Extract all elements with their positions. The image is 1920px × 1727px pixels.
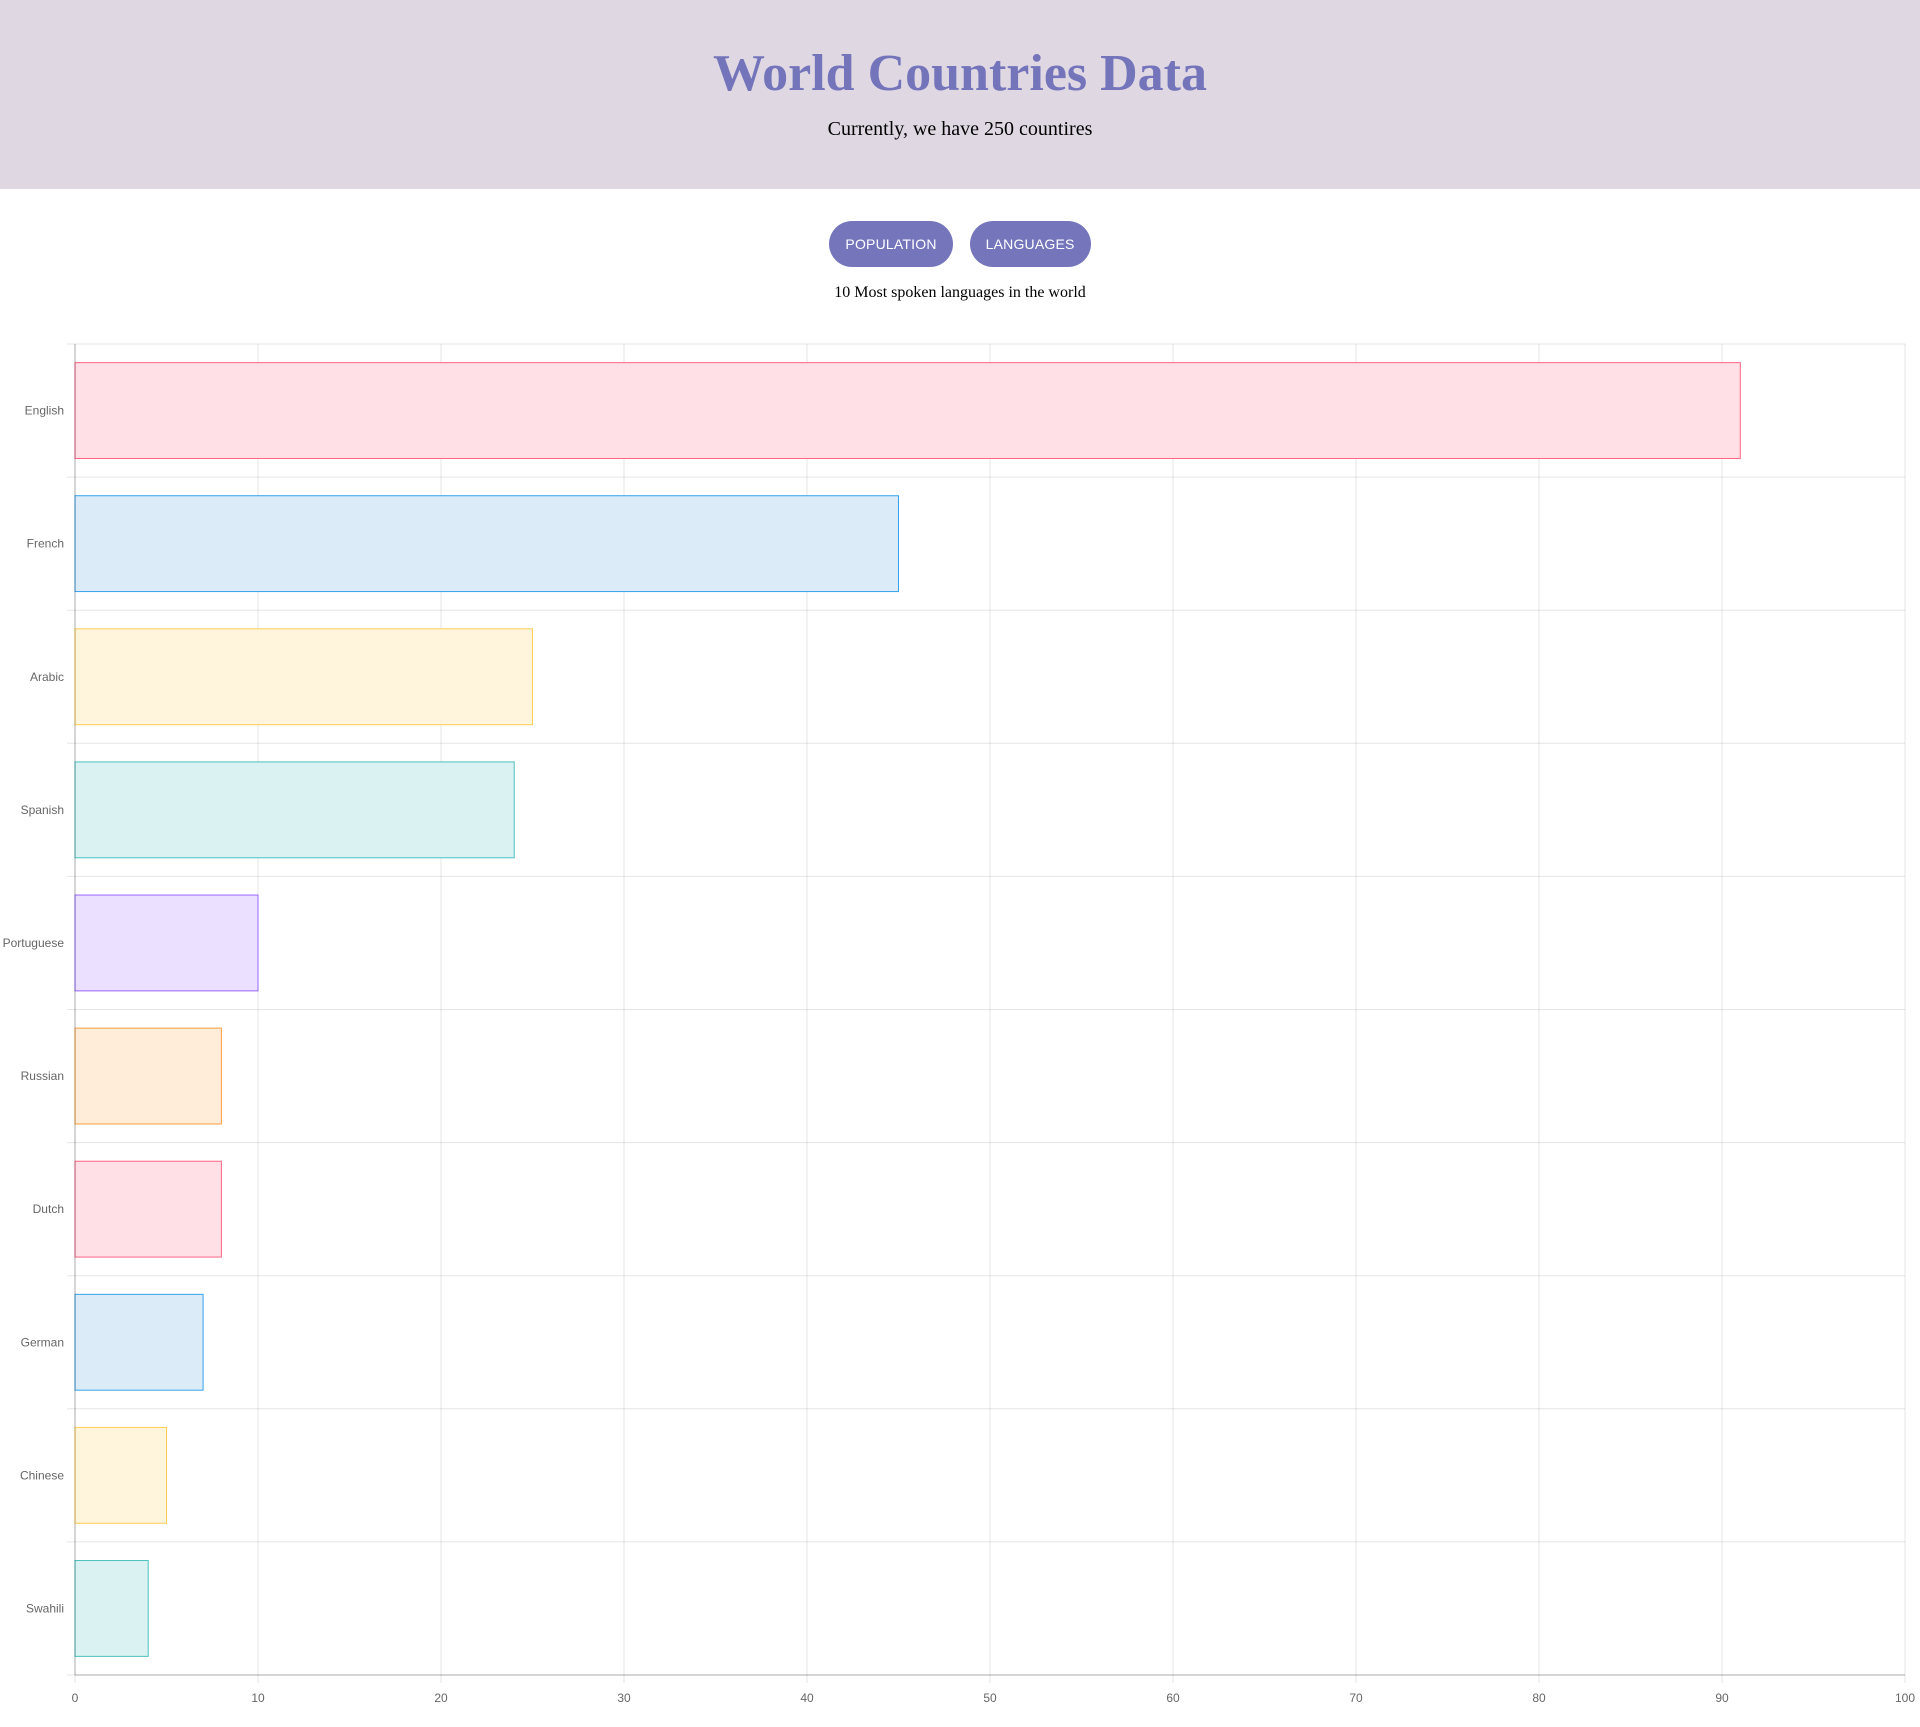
bar-french[interactable] [74, 495, 899, 593]
category-label: Chinese [20, 1468, 64, 1482]
category-label: French [27, 537, 64, 551]
bar-dutch[interactable] [74, 1160, 222, 1258]
bar-english[interactable] [74, 362, 1741, 459]
bar-german[interactable] [74, 1293, 204, 1391]
x-tick-label: 90 [1715, 1691, 1729, 1705]
bars [74, 362, 1741, 1657]
category-label: German [21, 1335, 64, 1349]
category-label: Dutch [33, 1202, 64, 1216]
bar-arabic[interactable] [74, 628, 533, 726]
bar-chinese[interactable] [74, 1426, 167, 1524]
view-toggle-buttons: POPULATION LANGUAGES [0, 221, 1920, 267]
category-label: Arabic [30, 670, 64, 684]
axes: 0 10 20 30 40 50 60 70 80 90 100 English French Arabi… [3, 344, 1915, 1705]
category-label: English [25, 404, 64, 418]
bar-portuguese[interactable] [74, 894, 259, 992]
x-tick-label: 30 [617, 1691, 631, 1705]
page-header: World Countries Data Currently, we have … [0, 0, 1920, 189]
x-tick-label: 100 [1895, 1691, 1915, 1705]
x-tick-label: 20 [434, 1691, 448, 1705]
x-tick-label: 40 [800, 1691, 814, 1705]
page-title: World Countries Data [713, 45, 1207, 102]
category-label: Portuguese [3, 936, 65, 950]
category-label: Swahili [26, 1601, 64, 1615]
country-count-subtitle: Currently, we have 250 countires [827, 118, 1093, 140]
chart-title: 10 Most spoken languages in the world [834, 284, 1086, 301]
bar-spanish[interactable] [74, 761, 515, 859]
bar-swahili[interactable] [74, 1560, 149, 1657]
x-tick-label: 60 [1166, 1691, 1180, 1705]
category-label: Russian [21, 1069, 64, 1083]
population-button[interactable]: POPULATION [829, 221, 953, 267]
x-tick-label: 0 [72, 1691, 79, 1705]
x-tick-label: 80 [1532, 1691, 1546, 1705]
x-tick-label: 10 [251, 1691, 265, 1705]
x-tick-label: 50 [983, 1691, 997, 1705]
x-tick-label: 70 [1349, 1691, 1363, 1705]
bar-russian[interactable] [74, 1027, 222, 1125]
languages-button[interactable]: LANGUAGES [969, 221, 1091, 267]
category-label: Spanish [21, 803, 64, 817]
